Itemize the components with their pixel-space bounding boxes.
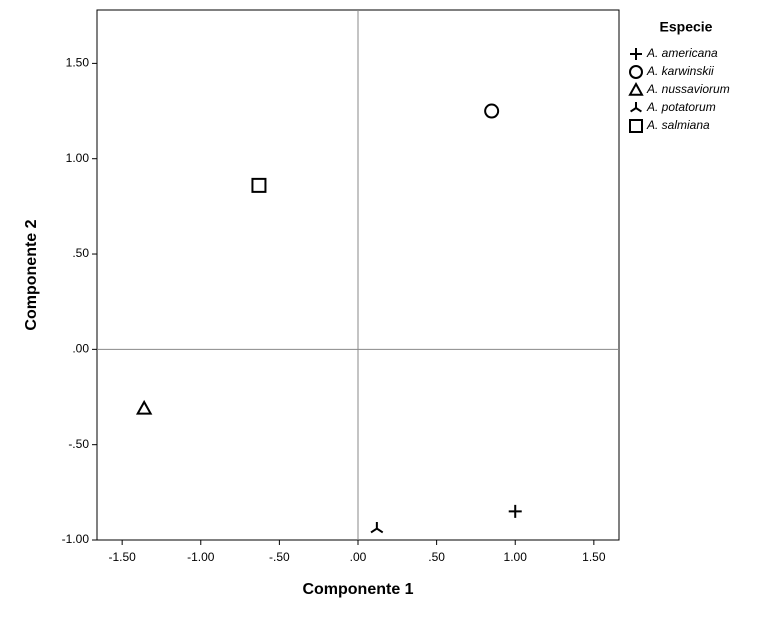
x-tick-label: .50 xyxy=(428,550,445,564)
data-point xyxy=(484,103,500,119)
legend-label: A. nussaviorum xyxy=(646,82,730,96)
y-tick-label: 1.50 xyxy=(66,56,90,70)
data-point xyxy=(135,399,153,415)
x-tick-label: .00 xyxy=(350,550,367,564)
y-tick-label: -1.00 xyxy=(62,532,90,546)
y-tick-label: -.50 xyxy=(68,437,89,451)
x-tick-label: -.50 xyxy=(269,550,290,564)
legend-label: A. karwinskii xyxy=(646,64,714,78)
x-tick-label: 1.00 xyxy=(504,550,528,564)
legend-marker xyxy=(629,119,643,133)
x-tick-label: -1.00 xyxy=(187,550,215,564)
legend-title: Especie xyxy=(660,19,713,35)
x-axis-title: Componente 1 xyxy=(302,581,413,598)
x-tick-label: 1.50 xyxy=(582,550,606,564)
data-point xyxy=(370,522,384,534)
legend-marker xyxy=(630,102,642,113)
legend-label: A. potatorum xyxy=(646,100,716,114)
legend-marker xyxy=(630,48,642,60)
x-tick-label: -1.50 xyxy=(108,550,136,564)
y-tick-label: .00 xyxy=(72,342,89,356)
y-axis-title: Componente 2 xyxy=(23,219,40,330)
legend-marker xyxy=(628,81,644,96)
legend-label: A. americana xyxy=(646,46,718,60)
legend-label: A. salmiana xyxy=(646,118,710,132)
data-point xyxy=(508,504,522,518)
y-tick-label: .50 xyxy=(72,246,89,260)
y-tick-label: 1.00 xyxy=(66,151,90,165)
legend-marker xyxy=(628,65,644,79)
data-point xyxy=(251,177,267,193)
